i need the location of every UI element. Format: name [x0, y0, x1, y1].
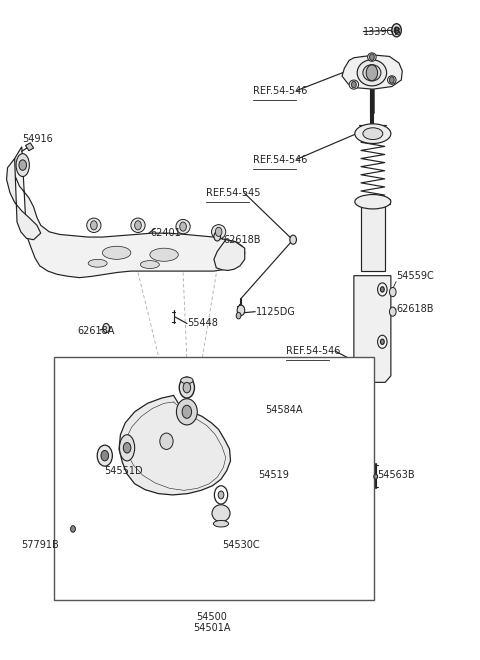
Text: 54916: 54916 [22, 134, 52, 144]
Ellipse shape [16, 154, 29, 176]
Circle shape [351, 81, 356, 88]
Circle shape [237, 305, 245, 315]
Circle shape [71, 525, 75, 532]
Text: 57791B: 57791B [21, 540, 59, 550]
Circle shape [123, 443, 131, 453]
Text: 62618B: 62618B [396, 304, 434, 314]
Ellipse shape [212, 224, 226, 239]
Ellipse shape [120, 435, 135, 461]
Polygon shape [354, 276, 391, 382]
Circle shape [290, 235, 297, 244]
Circle shape [214, 232, 220, 241]
Text: 1339GB: 1339GB [363, 27, 402, 37]
Circle shape [370, 54, 374, 60]
Circle shape [389, 77, 394, 83]
Ellipse shape [368, 53, 376, 61]
Polygon shape [119, 395, 230, 495]
Ellipse shape [363, 65, 381, 81]
Circle shape [216, 227, 222, 236]
Ellipse shape [102, 246, 131, 259]
Polygon shape [13, 147, 245, 278]
Polygon shape [342, 55, 402, 89]
Ellipse shape [180, 377, 193, 383]
Text: 62618B: 62618B [223, 235, 261, 245]
Text: 1125DG: 1125DG [256, 307, 296, 317]
Ellipse shape [97, 446, 112, 466]
Ellipse shape [176, 219, 190, 234]
Circle shape [218, 491, 224, 499]
Ellipse shape [349, 80, 359, 89]
Circle shape [101, 450, 108, 461]
Ellipse shape [140, 261, 159, 269]
Text: 62618A: 62618A [78, 326, 115, 337]
Text: 54500: 54500 [196, 612, 227, 622]
Ellipse shape [131, 218, 145, 232]
Circle shape [19, 160, 26, 170]
Circle shape [389, 288, 396, 296]
Ellipse shape [212, 505, 230, 522]
Circle shape [183, 382, 191, 393]
Ellipse shape [357, 59, 386, 86]
Circle shape [179, 377, 194, 398]
Text: REF.54-545: REF.54-545 [206, 187, 260, 197]
Text: 62401: 62401 [151, 228, 181, 238]
Circle shape [182, 405, 192, 418]
Ellipse shape [177, 399, 197, 425]
Circle shape [103, 323, 109, 333]
Text: 54530C: 54530C [222, 540, 260, 550]
Text: REF.54-546: REF.54-546 [287, 346, 341, 356]
Bar [360, 206, 385, 271]
Circle shape [381, 287, 384, 292]
Circle shape [180, 222, 186, 231]
Bar [54, 358, 374, 600]
Circle shape [381, 339, 384, 345]
Ellipse shape [88, 259, 107, 267]
Polygon shape [214, 240, 245, 271]
Circle shape [135, 220, 141, 230]
Ellipse shape [160, 433, 173, 449]
Ellipse shape [214, 521, 228, 527]
Polygon shape [25, 143, 34, 150]
Circle shape [366, 65, 378, 81]
Ellipse shape [387, 76, 396, 84]
Ellipse shape [87, 218, 101, 232]
Ellipse shape [363, 128, 383, 139]
Text: 54519: 54519 [258, 471, 289, 480]
Text: 54501A: 54501A [193, 623, 230, 633]
Ellipse shape [150, 248, 179, 261]
Polygon shape [7, 158, 41, 240]
Text: 54559C: 54559C [396, 271, 434, 281]
Circle shape [91, 220, 97, 230]
Text: 54563B: 54563B [378, 471, 415, 480]
Text: 54551D: 54551D [104, 466, 143, 476]
Circle shape [236, 312, 241, 319]
Circle shape [394, 27, 399, 34]
Circle shape [392, 24, 401, 37]
Text: REF.54-546: REF.54-546 [253, 155, 308, 165]
Circle shape [374, 474, 378, 479]
Ellipse shape [355, 124, 391, 143]
Circle shape [389, 307, 396, 316]
Text: 55448: 55448 [187, 319, 218, 329]
Text: 54584A: 54584A [265, 405, 303, 415]
Text: REF.54-546: REF.54-546 [253, 86, 308, 96]
Ellipse shape [355, 195, 391, 209]
